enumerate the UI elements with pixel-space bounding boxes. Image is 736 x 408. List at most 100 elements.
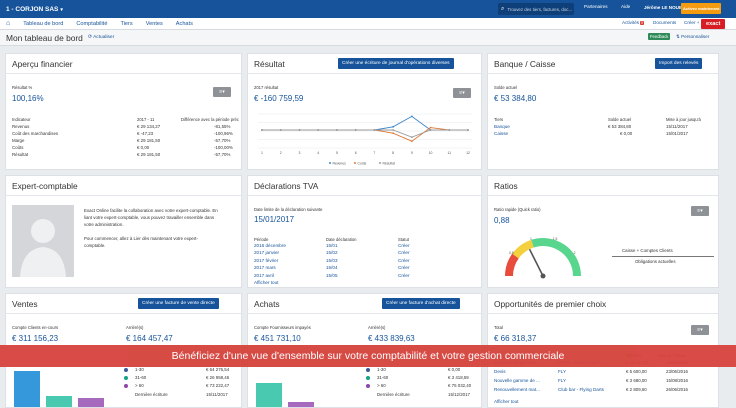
home-icon[interactable]: ⌂ [6,20,11,27]
nav-item-ventes[interactable]: Ventes [145,20,163,27]
payables-value[interactable]: € 451 731,10 [254,334,301,343]
nav-item-achats[interactable]: Achats [175,20,193,27]
aging-value: € 26 958,46 [206,375,230,380]
aide-menu[interactable]: Aide [621,4,631,9]
result-value[interactable]: 100,16% [12,94,44,103]
nav-item-comptabilite[interactable]: Comptabilité [76,20,108,27]
import-releves-button[interactable]: Import des relevés [655,58,703,69]
opportunity-client[interactable]: FLY [558,369,567,374]
bank-row-name[interactable]: Banque [494,124,510,129]
search-input[interactable]: ⌕ Trouvez des tiers, factures, doc... [498,3,574,15]
total-value[interactable]: € 66 318,37 [494,334,537,343]
activites-badge: 0 [640,21,645,25]
series-point [467,129,469,131]
documents-link[interactable]: Documents [653,20,677,25]
gauge-tick-label: 2 [574,251,576,255]
result-year-value[interactable]: € -160 759,59 [254,94,304,103]
user-menu[interactable]: Jérôme LE NOUEN [644,5,686,10]
aging-value: € 75 032,40 [448,383,472,388]
expert-text-line: Pour commencer, allez à Lier dès mainten… [84,236,198,241]
receivables-label: Compte Clients en-cours [12,325,59,330]
card-menu-button[interactable]: ≡▾ [691,325,709,335]
tva-row-date[interactable]: 15/04 [326,265,338,271]
card-title: Opportunités de premier choix [494,299,607,309]
x-tick-label: 11 [448,151,452,155]
x-tick-label: 5 [336,151,338,155]
bank-row-name[interactable]: Caisse [494,131,509,136]
company-selector[interactable]: 1 - CORJON SAS ▾ [6,6,100,13]
tva-row-statut[interactable]: Créer [398,243,410,248]
aging-label: > 60 [377,383,386,388]
aging-bar [78,398,104,407]
opportunity-amount: € 3 680,00 [626,378,647,383]
tva-row-periode[interactable]: 2017 février [254,257,279,263]
create-purchase-invoice-button[interactable]: Créer une facture d'achat directe [382,298,460,309]
ratio-value[interactable]: 0,88 [494,216,510,225]
aging-label: 1-30 [135,367,144,372]
opportunity-name[interactable]: Renouvellement mat... [494,387,540,392]
x-tick-label: 1 [261,151,263,155]
creer-link[interactable]: Créer + [684,20,699,25]
solde-value[interactable]: € 53 384,80 [494,94,537,103]
menu-lines-icon: ≡▾ [697,208,703,214]
receivables-value[interactable]: € 311 156,23 [12,334,59,343]
apercu-row-amount: € 29 181,50 [137,152,161,157]
feedback-button[interactable]: Feedback [648,33,671,40]
series-point [429,129,432,131]
tva-row-periode[interactable]: 2017 avril [254,272,274,278]
tva-row-statut[interactable]: Créer [398,272,410,278]
tva-row-periode[interactable]: 2017 mars [254,265,276,271]
overdue-label: Arriéré(s) [368,325,386,330]
afficher-tout-link[interactable]: Afficher tout [494,399,519,404]
opportunity-client[interactable]: FLY [558,378,567,383]
refresh-link[interactable]: ⟳ Actualiser [88,35,114,40]
card-menu-button[interactable]: ≡▾ [691,206,709,216]
x-tick-label: 9 [411,151,413,155]
aging-label: 31-60 [135,375,147,380]
overdue-value[interactable]: € 433 839,63 [368,334,415,343]
series-point [410,136,413,139]
overdue-value[interactable]: € 164 457,47 [126,334,173,343]
personnaliser-link[interactable]: ⇅ Personnaliser [676,34,709,40]
last-entry-date: 15/12/2017 [448,392,470,397]
result-label: Résultat % [12,85,33,90]
card-menu-button[interactable]: ≡▾ [213,87,231,97]
aging-bar [46,396,72,407]
personnaliser-label: Personnaliser [681,34,710,39]
opportunity-name[interactable]: Devis [494,369,506,374]
apercu-row-amount: € 29 134,27 [137,124,161,129]
tva-row-date[interactable]: 15/01 [326,243,338,248]
tva-row-date[interactable]: 15/02 [326,250,338,256]
opportunity-name[interactable]: Nouvelle gamme de ... [494,378,540,383]
resultat-card: Résultat Créer une écriture de journal d… [247,53,482,170]
tva-row-date[interactable]: 15/03 [326,257,338,263]
tva-row-periode[interactable]: 2017 janvier [254,250,280,256]
activate-now-button[interactable]: Activez maintenant [681,3,722,14]
opportunity-client[interactable]: Club bar - Flying Darts [558,387,604,392]
tva-row-statut[interactable]: Créer [398,250,410,256]
afficher-tout-link[interactable]: Afficher tout [254,280,279,285]
tva-row-date[interactable]: 15/05 [326,272,338,278]
series-point [410,115,413,118]
nav-item-tiers[interactable]: Tiers [120,20,133,27]
opportunity-date: 15/08/2016 [666,378,688,383]
legend-dot-icon [124,368,128,372]
create-sales-invoice-button[interactable]: Créer une facture de vente directe [138,298,219,309]
tva-row-periode[interactable]: 2016 décembre [254,243,286,248]
banque-caisse-card: Banque / Caisse Import des relevés Solde… [487,53,719,170]
avatar-placeholder-icon [12,205,74,277]
legend-dot-icon [379,162,381,164]
activites-link[interactable]: Activités 0 [622,20,645,25]
partenaires-menu[interactable]: Partenaires [584,4,608,9]
deadline-value[interactable]: 15/01/2017 [254,215,295,224]
nav-item-tableau-de-bord[interactable]: Tableau de bord [23,20,64,27]
top-bar: 1 - CORJON SAS ▾ [0,0,736,18]
legend-dot-icon [366,376,370,380]
apercu-row-name: Marge [12,138,25,143]
formula-divider [612,256,714,257]
tva-row-statut[interactable]: Créer [398,257,410,263]
tva-row-statut[interactable]: Créer [398,265,410,271]
card-menu-button[interactable]: ≡▾ [453,88,471,98]
create-journal-entry-button[interactable]: Créer une écriture de journal d'opératio… [338,58,454,69]
